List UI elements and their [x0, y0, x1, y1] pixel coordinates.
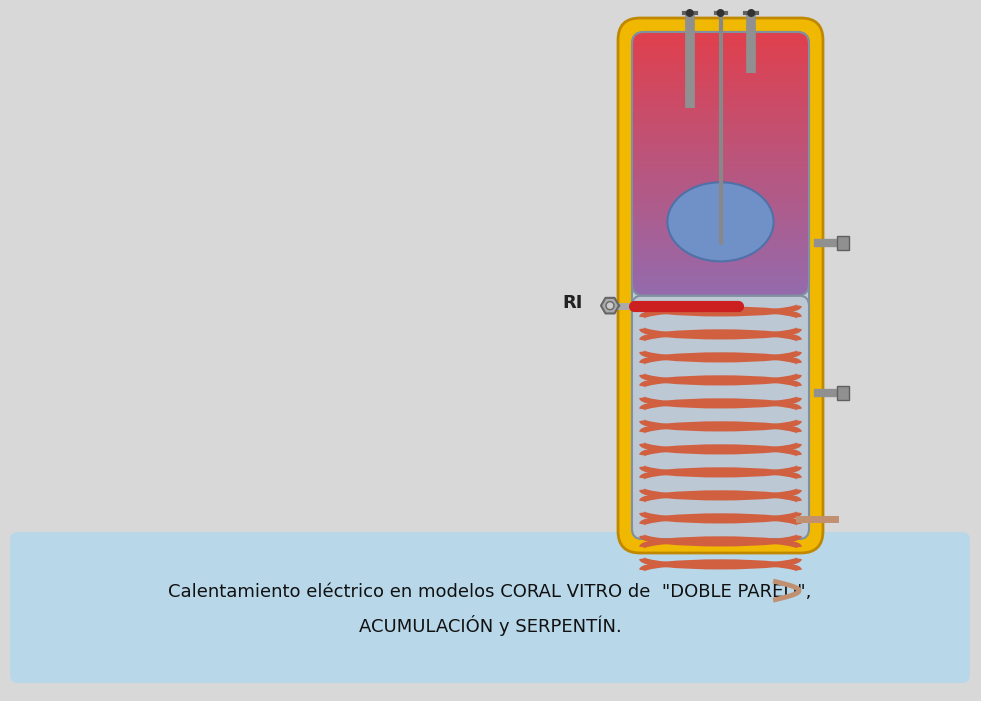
Ellipse shape	[667, 182, 774, 261]
Circle shape	[748, 9, 755, 17]
FancyBboxPatch shape	[632, 296, 809, 539]
Circle shape	[686, 9, 694, 17]
FancyBboxPatch shape	[618, 18, 823, 553]
Text: Calentamiento eléctrico en modelos CORAL VITRO de  "DOBLE PARED",: Calentamiento eléctrico en modelos CORAL…	[169, 583, 811, 601]
Text: RI: RI	[563, 294, 583, 312]
Circle shape	[716, 9, 725, 17]
Circle shape	[606, 301, 614, 310]
Text: ACUMULACIÓN y SERPENTÍN.: ACUMULACIÓN y SERPENTÍN.	[359, 615, 621, 636]
FancyBboxPatch shape	[10, 532, 970, 683]
Bar	[837, 386, 849, 400]
FancyBboxPatch shape	[632, 32, 809, 539]
Bar	[837, 236, 849, 250]
Polygon shape	[601, 298, 619, 313]
